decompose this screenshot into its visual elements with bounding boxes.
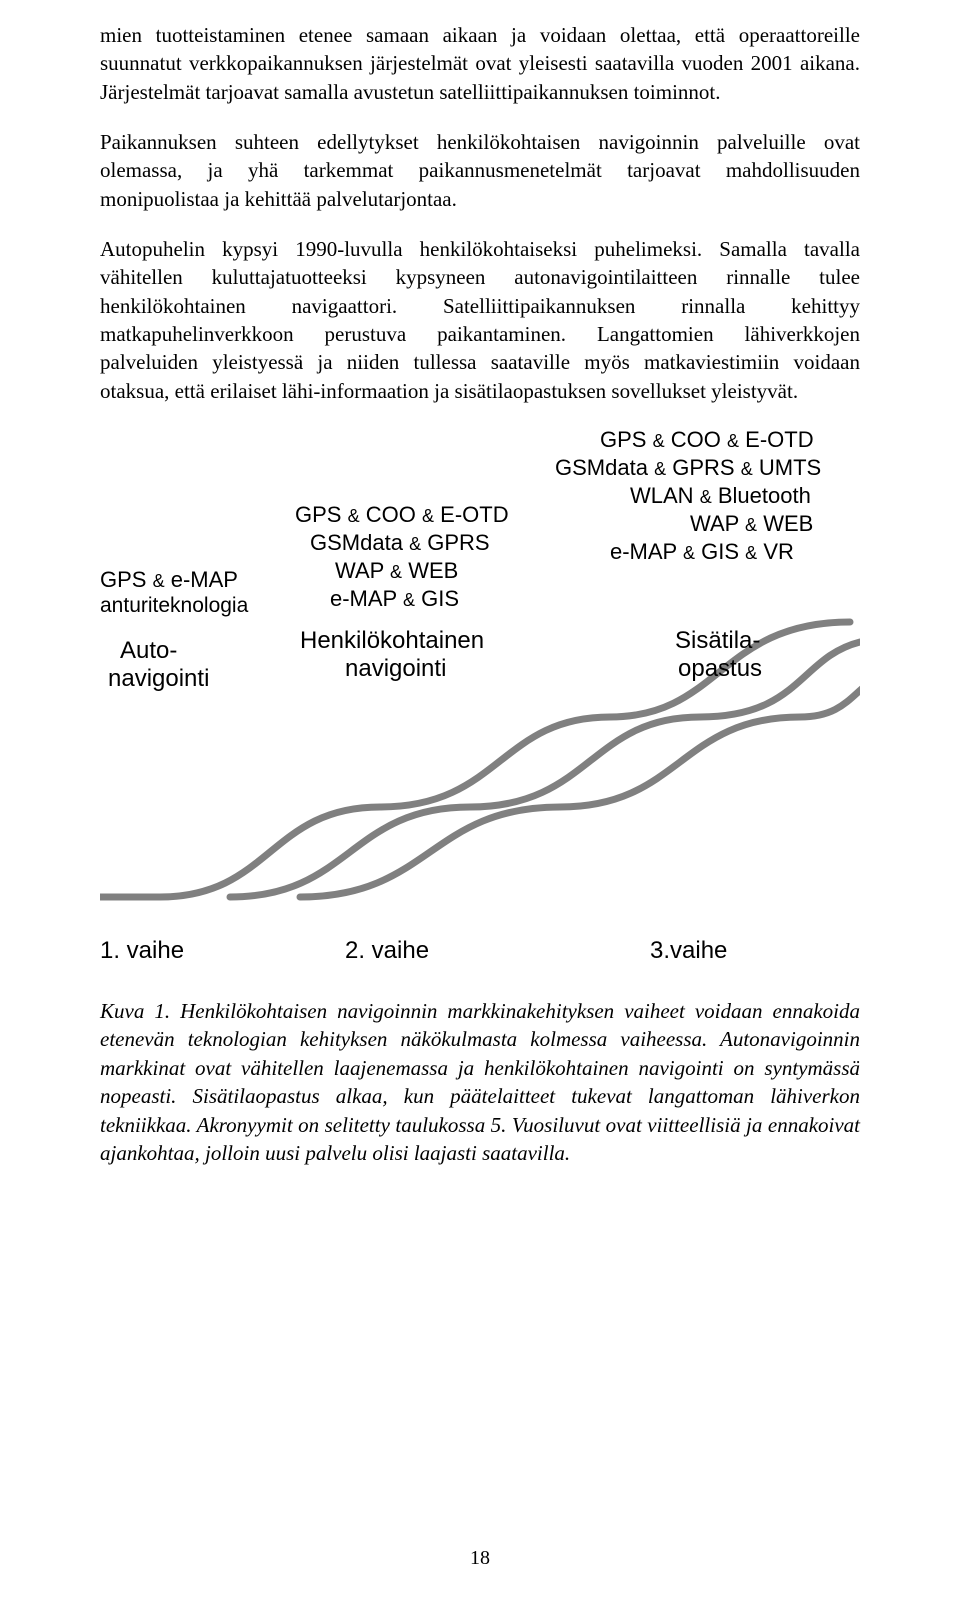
col3-line2: GSMdata & GPRS & UMTS xyxy=(555,455,821,481)
paragraph-2: Paikannuksen suhteen edellytykset henkil… xyxy=(100,128,860,213)
col2-line4: e-MAP & GIS xyxy=(330,586,459,612)
phase-1: 1. vaihe xyxy=(100,937,184,965)
phase-2: 2. vaihe xyxy=(345,937,429,965)
phases-diagram: GPS & e-MAP anturiteknologia Auto- navig… xyxy=(100,427,860,967)
col3-line3: WLAN & Bluetooth xyxy=(630,483,811,509)
col1-title-1: Auto- xyxy=(120,637,177,665)
col3-line4: WAP & WEB xyxy=(690,511,813,537)
col2-line2: GSMdata & GPRS xyxy=(310,530,490,556)
col1-sub: anturiteknologia xyxy=(100,594,248,618)
col2-title-2: navigointi xyxy=(345,655,446,683)
col2-title-1: Henkilökohtainen xyxy=(300,627,484,655)
paragraph-3: Autopuhelin kypsyi 1990-luvulla henkilök… xyxy=(100,235,860,405)
col2-line3: WAP & WEB xyxy=(335,558,458,584)
phase-3: 3.vaihe xyxy=(650,937,727,965)
figure-caption: Kuva 1. Henkilökohtaisen navigoinnin mar… xyxy=(100,997,860,1167)
page-number: 18 xyxy=(0,1547,960,1570)
col1-title-2: navigointi xyxy=(108,665,209,693)
col1-tech: GPS & e-MAP xyxy=(100,567,238,593)
page: mien tuotteistaminen etenee samaan aikaa… xyxy=(0,21,960,1610)
col3-title-1: Sisätila- xyxy=(675,627,760,655)
col2-line1: GPS & COO & E-OTD xyxy=(295,502,509,528)
col3-line5: e-MAP & GIS & VR xyxy=(610,539,794,565)
col3-title-2: opastus xyxy=(678,655,762,683)
col3-line1: GPS & COO & E-OTD xyxy=(600,427,814,453)
paragraph-1: mien tuotteistaminen etenee samaan aikaa… xyxy=(100,21,860,106)
